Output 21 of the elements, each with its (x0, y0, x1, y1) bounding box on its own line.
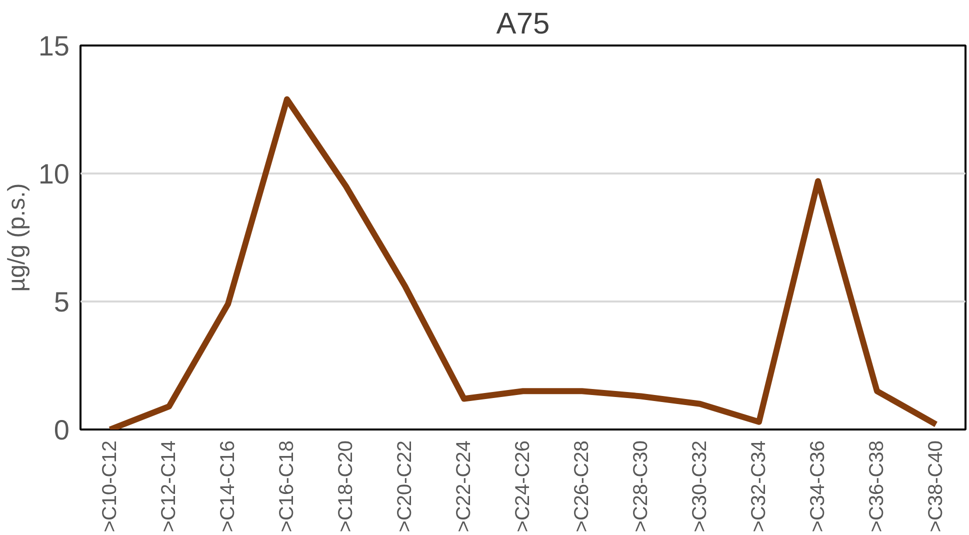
y-tick-label: 15 (38, 30, 70, 62)
x-tick-label: >C20-C22 (394, 440, 416, 532)
x-tick-label: >C38-C40 (925, 440, 947, 532)
x-tick-label: >C10-C12 (99, 440, 121, 532)
y-tick-label: 0 (54, 414, 70, 446)
x-tick-label: >C14-C16 (217, 440, 239, 532)
x-tick-label: >C12-C14 (158, 440, 180, 532)
x-tick-label: >C22-C24 (453, 440, 475, 532)
x-tick-label: >C34-C36 (807, 440, 829, 532)
y-tick-label: 5 (54, 286, 70, 318)
x-tick-label: >C30-C32 (689, 440, 711, 532)
x-tick-label: >C26-C28 (571, 440, 593, 532)
x-tick-label: >C16-C18 (276, 440, 298, 532)
chart-title: A75 (496, 8, 550, 40)
x-tick-label: >C24-C26 (512, 440, 534, 532)
y-tick-label: 10 (38, 158, 70, 190)
x-tick-label: >C28-C30 (630, 440, 652, 532)
x-tick-label: >C32-C34 (748, 440, 770, 532)
x-tick-label: >C36-C38 (866, 440, 888, 532)
y-axis-title: µg/g (p.s.) (3, 183, 30, 292)
x-tick-label: >C18-C20 (335, 440, 357, 532)
